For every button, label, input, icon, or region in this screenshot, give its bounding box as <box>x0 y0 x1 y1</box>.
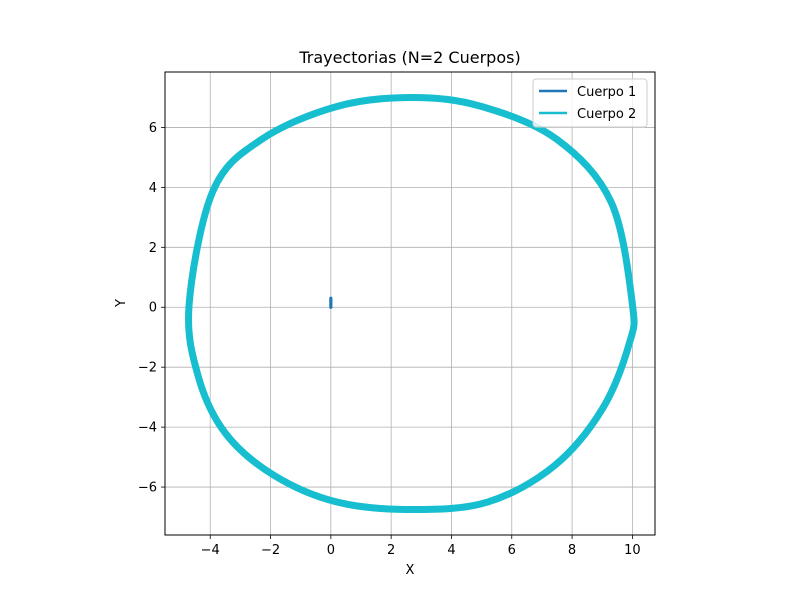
x-tick-label: 0 <box>327 543 335 558</box>
legend-label: Cuerpo 2 <box>577 107 636 122</box>
x-axis-label: X <box>406 563 415 578</box>
plot-frame <box>164 71 656 536</box>
x-tick-label: 2 <box>387 543 395 558</box>
x-tick-label: −4 <box>201 543 220 558</box>
x-tick-label: 8 <box>568 543 576 558</box>
y-tick-label: 2 <box>149 241 157 256</box>
series-line-cuerpo-2 <box>185 93 638 514</box>
x-tick-label: 4 <box>447 543 455 558</box>
chart-title: Trayectorias (N=2 Cuerpos) <box>298 48 520 67</box>
y-tick-label: 0 <box>149 301 157 316</box>
ticks: −4 −2 0 2 4 6 8 10 −6 −4 −2 0 2 4 6 <box>138 121 641 558</box>
x-tick-label: 6 <box>508 543 516 558</box>
legend: Cuerpo 1 Cuerpo 2 <box>532 78 648 128</box>
plot-area <box>165 72 655 535</box>
y-tick-label: 4 <box>149 181 157 196</box>
y-tick-label: 6 <box>149 121 157 136</box>
y-tick-label: −4 <box>138 421 157 436</box>
x-tick-label: −2 <box>261 543 280 558</box>
y-tick-label: −6 <box>138 481 157 496</box>
legend-label: Cuerpo 1 <box>577 85 636 100</box>
y-axis-label: Y <box>114 299 129 308</box>
y-tick-label: −2 <box>138 361 157 376</box>
x-tick-label: 10 <box>624 543 641 558</box>
grid <box>165 72 655 535</box>
series-layer <box>185 93 638 514</box>
